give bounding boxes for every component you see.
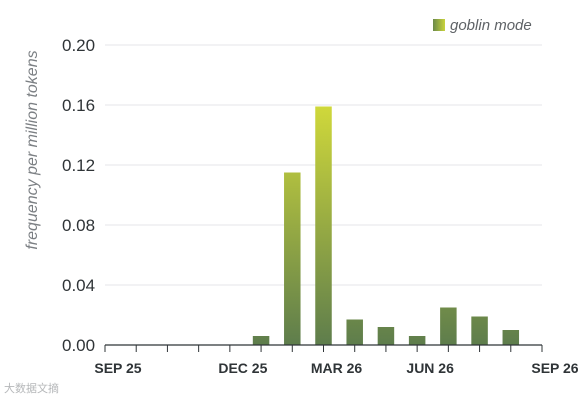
x-tick-label: JUN 26 — [406, 360, 454, 376]
x-tick-label: SEP 25 — [94, 360, 141, 376]
watermark: 大数据文摘 — [4, 382, 59, 395]
x-tick-label: MAR 26 — [311, 360, 363, 376]
legend-label: goblin mode — [450, 17, 532, 34]
bars — [252, 106, 520, 345]
y-tick-label: 0.16 — [62, 96, 95, 115]
y-tick-label: 0.00 — [62, 336, 95, 355]
bar — [377, 327, 395, 345]
bar — [315, 106, 332, 345]
bar — [440, 307, 457, 345]
y-axis-title: frequency per million tokens — [24, 50, 41, 249]
bar — [408, 336, 426, 345]
y-tick-label: 0.20 — [62, 36, 95, 55]
x-tick-label: SEP 26 — [531, 360, 578, 376]
y-tick-label: 0.04 — [62, 276, 95, 295]
legend-swatch — [433, 19, 445, 31]
bar — [502, 330, 520, 345]
y-tick-label: 0.08 — [62, 216, 95, 235]
x-tick-label: DEC 25 — [218, 360, 267, 376]
bar — [284, 172, 301, 345]
y-axis-ticks: 0.00 0.04 0.08 0.12 0.16 0.20 — [62, 36, 95, 355]
bar — [346, 319, 363, 345]
bar — [252, 336, 270, 345]
legend: goblin mode — [433, 17, 532, 34]
x-axis-ticks: SEP 25 DEC 25 MAR 26 JUN 26 SEP 26 — [94, 345, 579, 376]
y-tick-label: 0.12 — [62, 156, 95, 175]
bar — [471, 316, 488, 345]
